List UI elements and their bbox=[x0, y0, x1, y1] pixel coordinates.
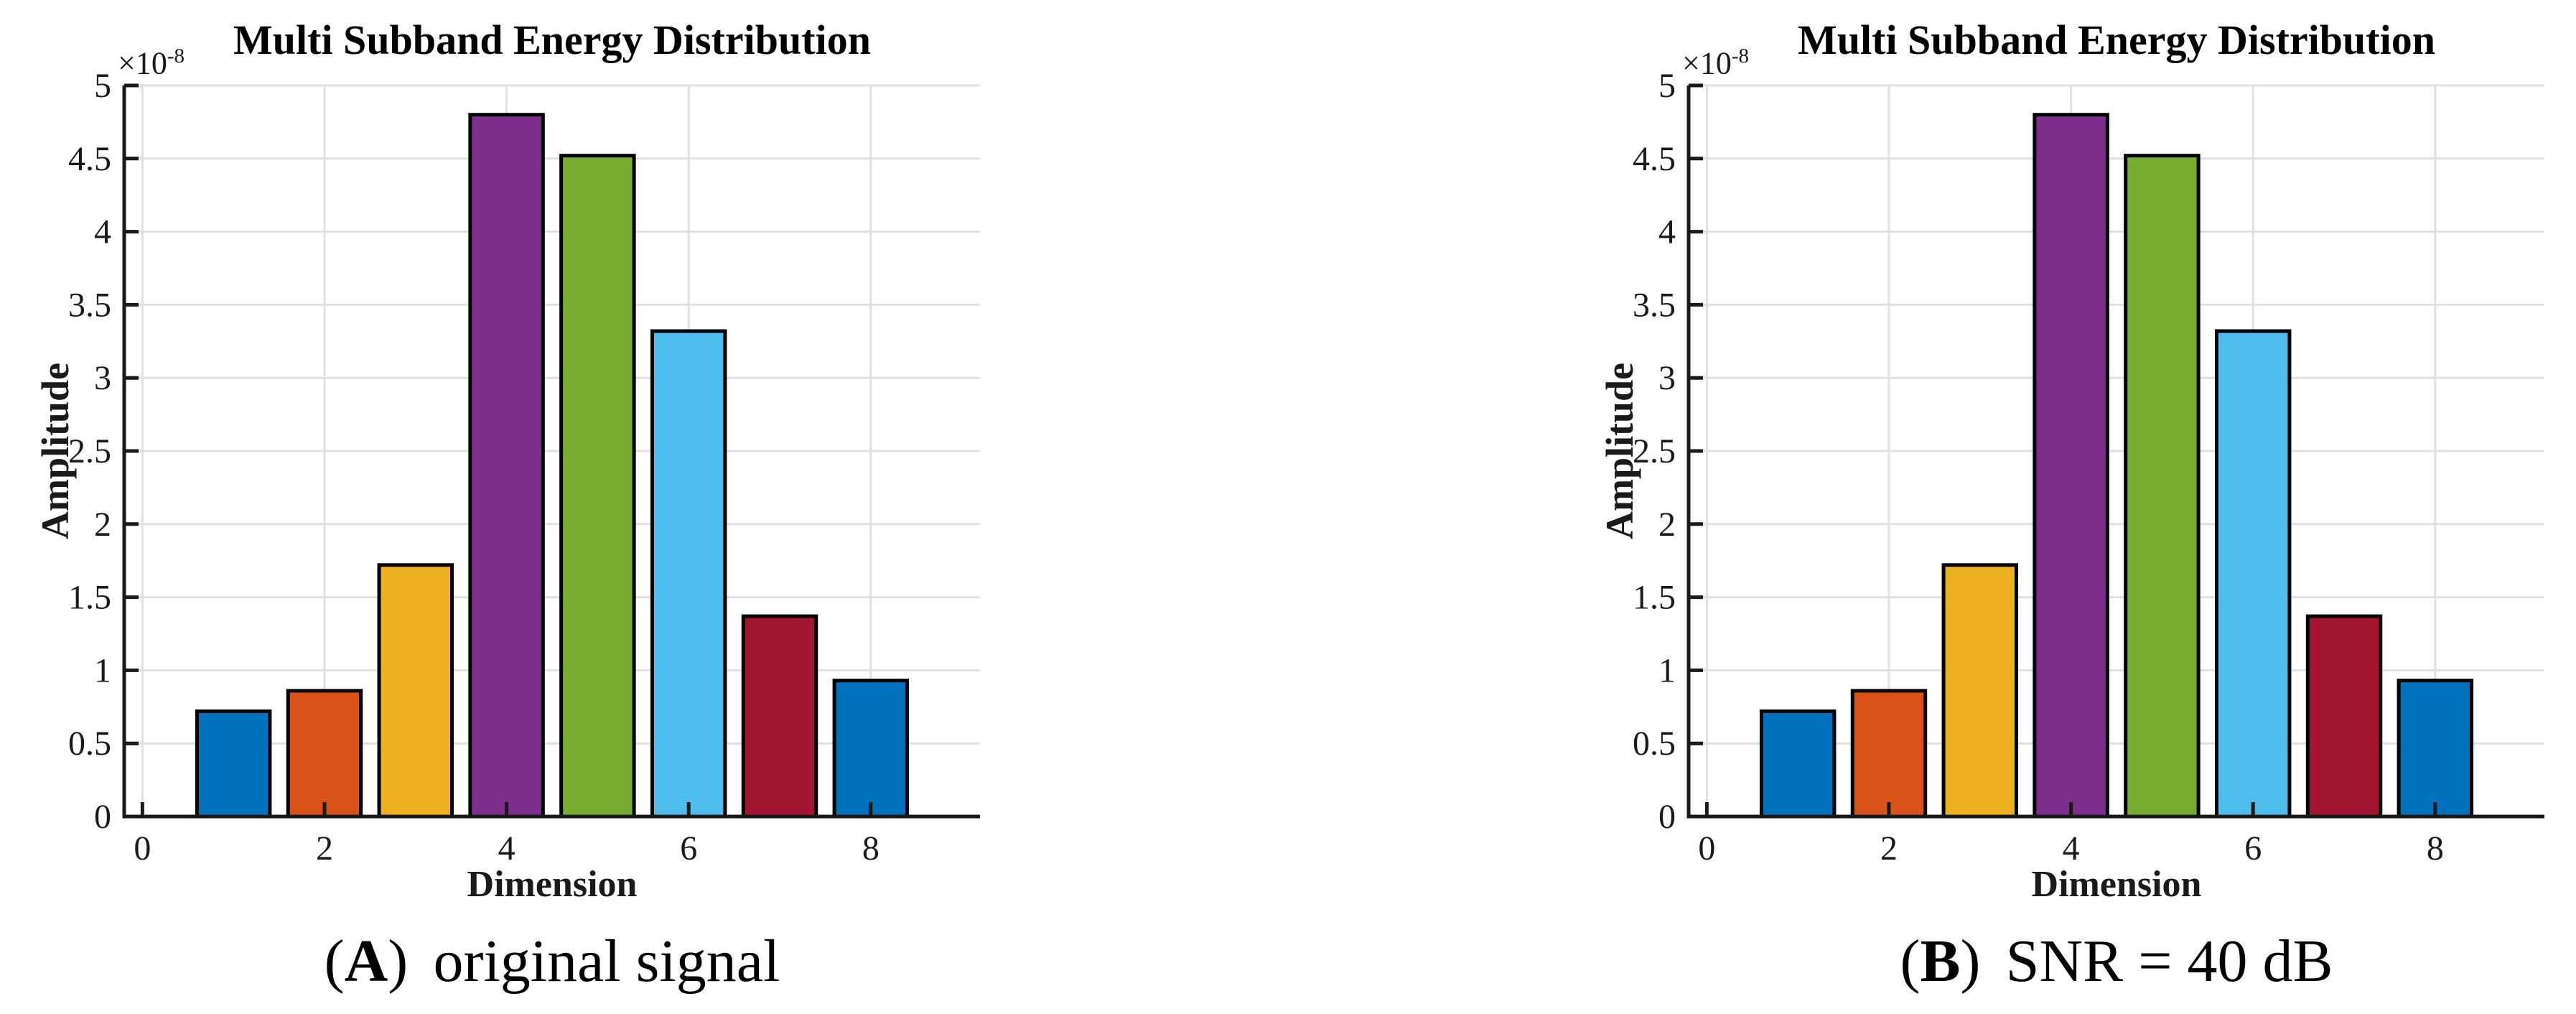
y-tick-label: 1.5 bbox=[68, 579, 111, 617]
x-tick-label: 8 bbox=[2427, 829, 2444, 868]
chart-a-title: Multi Subband Energy Distribution bbox=[233, 17, 871, 63]
y-tick-label: 0.5 bbox=[68, 725, 111, 763]
bar bbox=[650, 329, 727, 819]
y-tick-label: 0 bbox=[94, 798, 111, 836]
bar bbox=[286, 689, 363, 819]
y-tick-label: 0.5 bbox=[1633, 725, 1676, 763]
exponent-base: ×10 bbox=[1682, 45, 1732, 81]
exponent-power: -8 bbox=[1731, 45, 1750, 68]
caption-open-paren: ( bbox=[1900, 928, 1921, 995]
caption-tag: B bbox=[1920, 928, 1961, 995]
bar bbox=[377, 563, 454, 819]
y-tick-label: 2 bbox=[94, 506, 111, 544]
bar bbox=[1941, 563, 2019, 819]
bar bbox=[559, 154, 636, 819]
chart-a-y-exponent: ×10-8 bbox=[118, 45, 185, 82]
y-tick-label: 4 bbox=[94, 213, 111, 251]
x-tick-label: 4 bbox=[2063, 829, 2080, 868]
chart-b-y-axis-label: Amplitude bbox=[1598, 362, 1641, 540]
x-tick-label: 2 bbox=[1880, 829, 1898, 868]
x-tick-label: 6 bbox=[680, 829, 697, 868]
bar bbox=[832, 679, 910, 819]
chart-a-caption: (A) original signal bbox=[121, 926, 983, 996]
caption-tag: A bbox=[344, 928, 388, 995]
bar bbox=[741, 614, 818, 819]
y-tick-label: 2 bbox=[1658, 506, 1676, 544]
y-tick-label: 4.5 bbox=[1633, 140, 1676, 178]
y-tick-label: 1 bbox=[1658, 651, 1676, 689]
y-tick-label: 2.5 bbox=[68, 432, 111, 470]
exponent-power: -8 bbox=[167, 45, 185, 68]
x-tick-label: 6 bbox=[2244, 829, 2262, 868]
bar bbox=[1759, 709, 1837, 819]
chart-b-title: Multi Subband Energy Distribution bbox=[1798, 17, 2435, 63]
chart-b-plot: 0 0.5 1 1.5 2 2.5 3 3.5 4 4.5 5 0 2 4 6 8 bbox=[1633, 67, 2544, 868]
bar bbox=[2033, 113, 2109, 819]
y-tick-label: 0 bbox=[1658, 798, 1676, 836]
y-tick-label: 3.5 bbox=[68, 286, 111, 324]
caption-text: original signal bbox=[433, 928, 780, 995]
caption-close-paren: ) bbox=[1960, 928, 1981, 995]
caption-open-paren: ( bbox=[324, 928, 345, 995]
y-tick-label: 3 bbox=[1658, 359, 1676, 397]
y-tick-label: 1 bbox=[94, 651, 111, 689]
bar bbox=[2397, 679, 2474, 819]
chart-a-x-axis-label: Dimension bbox=[467, 864, 638, 905]
bar bbox=[2124, 154, 2201, 819]
y-tick-label: 2.5 bbox=[1633, 432, 1676, 470]
chart-b-x-axis-label: Dimension bbox=[2031, 864, 2202, 905]
chart-b-caption: (B) SNR = 40 dB bbox=[1686, 926, 2547, 996]
chart-a-y-axis-label: Amplitude bbox=[34, 362, 77, 540]
bar bbox=[195, 709, 272, 819]
x-tick-label: 0 bbox=[134, 829, 151, 868]
bar bbox=[1850, 689, 1928, 819]
y-tick-label: 3.5 bbox=[1633, 286, 1676, 324]
x-tick-label: 2 bbox=[316, 829, 333, 868]
x-tick-label: 0 bbox=[1698, 829, 1715, 868]
y-tick-label: 4.5 bbox=[68, 140, 111, 178]
x-tick-label: 8 bbox=[862, 829, 879, 868]
y-tick-label: 5 bbox=[1658, 67, 1676, 105]
y-tick-label: 3 bbox=[94, 359, 111, 397]
bar bbox=[468, 113, 545, 819]
chart-a-plot: 0 0.5 1 1.5 2 2.5 3 3.5 4 4.5 5 0 2 4 6 8 bbox=[68, 67, 980, 868]
chart-b-y-exponent: ×10-8 bbox=[1682, 45, 1749, 82]
y-tick-label: 1.5 bbox=[1633, 579, 1676, 617]
bar bbox=[2305, 614, 2383, 819]
x-tick-label: 4 bbox=[498, 829, 515, 868]
caption-text: SNR = 40 dB bbox=[2005, 928, 2333, 995]
y-tick-label: 4 bbox=[1658, 213, 1676, 251]
exponent-base: ×10 bbox=[118, 45, 167, 81]
caption-close-paren: ) bbox=[388, 928, 409, 995]
y-tick-label: 5 bbox=[94, 67, 111, 105]
bar bbox=[2214, 329, 2292, 819]
